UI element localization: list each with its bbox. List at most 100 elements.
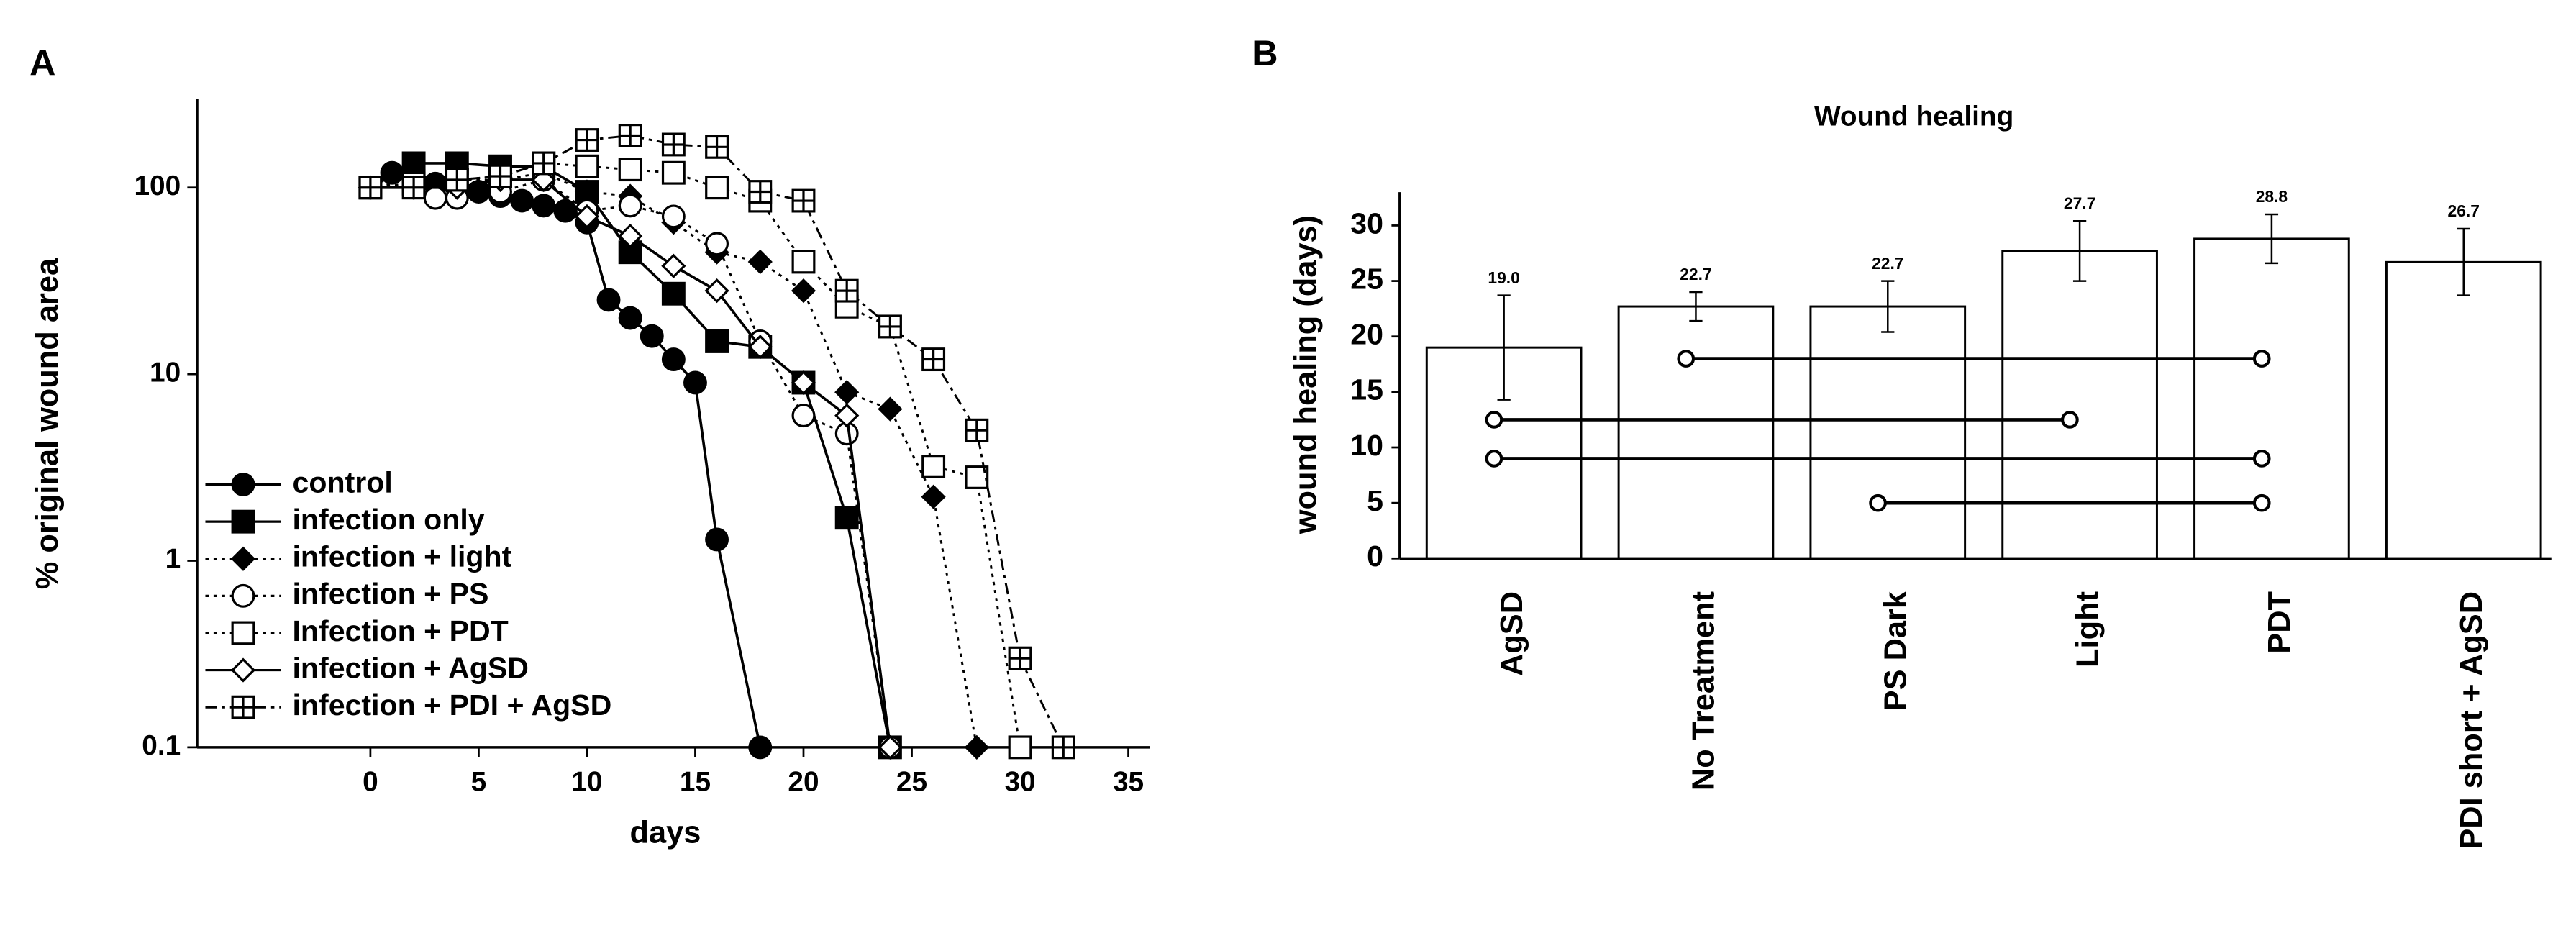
x-axis-label: days xyxy=(629,815,701,850)
comparison-end xyxy=(1485,411,1503,429)
marker-cross xyxy=(360,176,381,199)
marker xyxy=(878,396,903,422)
marker xyxy=(683,370,707,395)
marker-cross xyxy=(749,181,771,203)
marker xyxy=(230,657,256,683)
comparison-end xyxy=(2252,350,2271,368)
x-tick-label: 25 xyxy=(896,766,927,797)
marker xyxy=(661,160,686,185)
comparison-end xyxy=(1485,450,1503,468)
marker xyxy=(748,735,773,760)
marker xyxy=(401,176,426,200)
marker xyxy=(661,132,686,157)
marker xyxy=(230,546,256,571)
marker xyxy=(618,124,642,147)
error-bar xyxy=(2265,213,2279,265)
marker-cross xyxy=(922,348,945,370)
panel-label: A xyxy=(29,43,55,83)
marker xyxy=(964,734,989,760)
marker xyxy=(704,278,729,304)
marker xyxy=(640,324,664,348)
comparison-end xyxy=(1869,493,1887,512)
marker xyxy=(705,329,729,353)
error-bar xyxy=(2457,227,2470,296)
legend-label: infection + light xyxy=(293,540,512,573)
marker xyxy=(1008,735,1032,760)
marker-cross xyxy=(706,136,728,158)
marker xyxy=(445,168,469,192)
marker xyxy=(747,249,773,275)
marker xyxy=(791,188,816,213)
y-tick-label: 1 xyxy=(165,544,181,575)
marker xyxy=(921,484,946,509)
bar xyxy=(1809,305,1967,560)
marker xyxy=(834,278,859,303)
marker xyxy=(488,164,512,188)
marker-cross xyxy=(232,696,254,719)
x-tick-label: No Treatment xyxy=(1687,591,1721,791)
marker xyxy=(358,176,383,200)
marker xyxy=(661,281,686,306)
marker xyxy=(748,180,773,204)
marker xyxy=(661,253,686,278)
marker-cross xyxy=(576,129,598,151)
x-tick-label: 15 xyxy=(680,766,711,797)
marker xyxy=(231,509,255,534)
marker xyxy=(575,128,599,152)
marker-cross xyxy=(1009,647,1031,669)
value-label: 22.7 xyxy=(1680,265,1711,283)
legend-label: infection + PS xyxy=(293,577,489,610)
x-tick-label: 5 xyxy=(471,766,487,797)
marker xyxy=(618,158,642,182)
y-tick-label: 10 xyxy=(1350,429,1383,462)
comparison-end xyxy=(2061,411,2079,429)
marker-cross xyxy=(489,165,511,187)
marker xyxy=(1008,646,1032,670)
chart-title: Wound healing xyxy=(1814,101,2013,132)
marker xyxy=(878,734,903,760)
marker xyxy=(618,306,642,330)
marker-cross xyxy=(793,190,814,211)
marker-cross xyxy=(446,169,468,191)
legend-label: control xyxy=(293,465,393,499)
marker xyxy=(921,347,946,372)
x-tick-label: 20 xyxy=(788,766,819,797)
marker xyxy=(705,135,729,159)
error-bar xyxy=(1497,294,1511,401)
marker-cross xyxy=(532,153,555,174)
marker xyxy=(231,473,255,496)
marker xyxy=(618,194,642,218)
x-tick-label: PDT xyxy=(2262,591,2297,653)
x-tick-label: PS Dark xyxy=(1878,591,1913,711)
panel-label: B xyxy=(1252,33,1278,73)
y-tick-label: 25 xyxy=(1350,262,1383,295)
y-tick-label: 0 xyxy=(1367,540,1383,573)
y-tick-label: 100 xyxy=(134,170,181,201)
x-tick-label: 30 xyxy=(1004,766,1035,797)
x-tick-label: PDI short + AgSD xyxy=(2454,591,2489,850)
marker xyxy=(878,314,902,339)
y-tick-label: 10 xyxy=(150,357,181,388)
value-label: 22.7 xyxy=(1872,254,1903,273)
marker xyxy=(791,278,816,304)
y-axis-label: wound healing (days) xyxy=(1288,215,1323,534)
marker xyxy=(661,347,686,372)
bar xyxy=(2001,250,2158,560)
comparison-end xyxy=(1677,350,1696,368)
x-tick-label: AgSD xyxy=(1495,591,1529,676)
marker xyxy=(510,188,534,213)
x-tick-label: 35 xyxy=(1113,766,1144,797)
marker xyxy=(1051,735,1075,760)
marker xyxy=(231,621,255,645)
error-bar xyxy=(1689,291,1703,322)
marker xyxy=(834,403,860,428)
marker xyxy=(791,404,816,428)
marker-cross xyxy=(879,316,901,337)
marker xyxy=(575,154,599,178)
marker xyxy=(532,194,556,218)
x-tick-label: 10 xyxy=(571,766,602,797)
y-tick-label: 30 xyxy=(1350,206,1383,240)
bar xyxy=(2385,260,2542,560)
legend-label: infection + AgSD xyxy=(293,651,529,684)
